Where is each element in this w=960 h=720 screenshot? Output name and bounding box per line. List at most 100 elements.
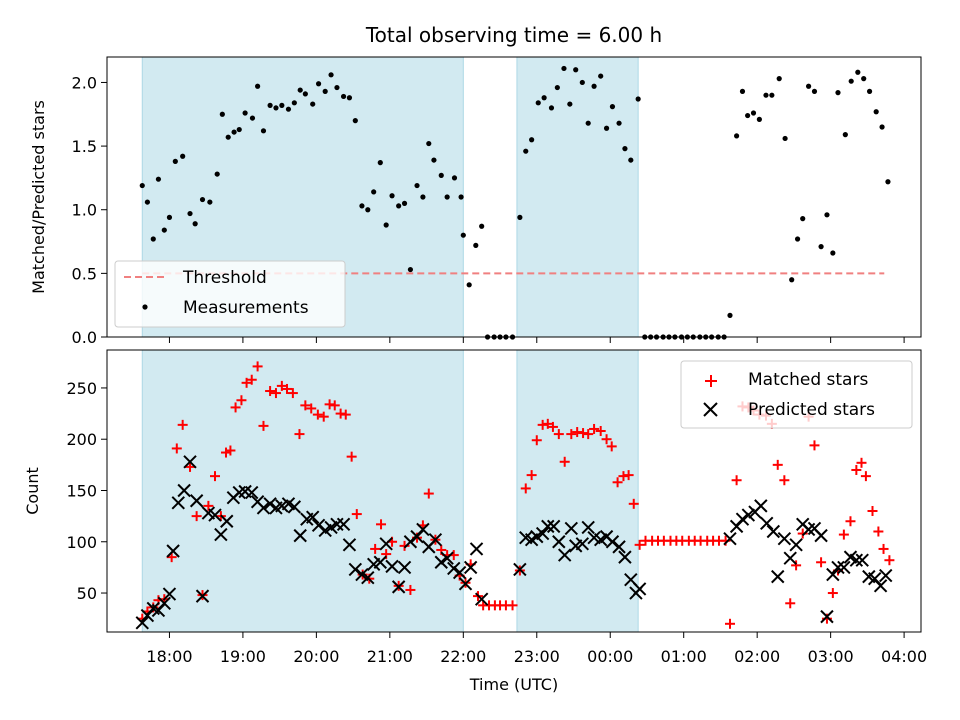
predicted-mark-b <box>557 548 572 562</box>
matched-star-point <box>628 498 639 509</box>
matched-star-point <box>572 427 583 438</box>
measurement-point <box>517 214 523 220</box>
predicted-mark-b <box>618 550 632 564</box>
matched-star-point <box>583 429 594 440</box>
predicted-mark-b <box>820 609 834 624</box>
predicted-star-point <box>831 560 845 575</box>
measurement-point <box>866 88 873 94</box>
matched-star-point <box>618 471 629 482</box>
predicted-star-point <box>612 540 626 554</box>
matched-star-point <box>252 361 263 372</box>
matched-star-point <box>589 423 600 434</box>
matched-star-point <box>300 400 311 411</box>
matched-star-point <box>399 540 410 551</box>
predicted-mark-b <box>281 497 296 511</box>
measurement-point <box>192 221 198 227</box>
matched-star-point <box>612 477 623 488</box>
x-tick-label: 22:00 <box>440 647 486 666</box>
matched-star-point <box>203 500 214 511</box>
predicted-mark-b <box>195 589 210 603</box>
matched-star-point <box>236 395 247 406</box>
predicted-mark-b <box>416 522 430 537</box>
matched-star-point <box>340 409 351 420</box>
y-tick-label: 150 <box>66 481 97 500</box>
measurement-point <box>451 175 458 181</box>
predicted-mark-b <box>245 485 259 500</box>
matched-star-point <box>324 399 335 410</box>
legend-predicted-swatch <box>703 402 718 417</box>
measurement-point <box>214 171 220 177</box>
measurement-point <box>458 194 464 200</box>
predicted-mark-b <box>535 526 550 541</box>
predicted-mark-b <box>541 519 555 534</box>
matched-star-point <box>845 516 856 527</box>
bottom-legend: Matched stars Predicted stars <box>680 360 913 429</box>
predicted-star-point <box>632 582 647 596</box>
measurement-point <box>824 212 830 218</box>
measurement-point <box>340 93 347 100</box>
matched-star-point <box>241 377 252 388</box>
predicted-star-point <box>195 589 210 603</box>
measurement-point <box>444 194 450 200</box>
predicted-star-point <box>513 562 527 577</box>
matched-star-point <box>785 598 796 609</box>
predicted-star-point <box>463 560 478 575</box>
predicted-mark-b <box>220 514 234 528</box>
predicted-mark-b <box>612 540 626 554</box>
matched-star-point <box>867 505 878 516</box>
measurement-point <box>603 125 610 131</box>
measurement-point <box>598 73 604 79</box>
measurement-point <box>573 67 579 73</box>
measurement-point <box>835 90 841 96</box>
predicted-star-point <box>189 494 204 508</box>
predicted-star-point <box>214 527 228 542</box>
measurement-point <box>231 129 237 135</box>
predicted-mark-b <box>385 559 399 574</box>
x-tick-label: 04:00 <box>881 647 927 666</box>
predicted-mark-b <box>177 483 191 498</box>
bottom-panel: 50 100 150 200 250 18:00 19:00 20:00 21:00 22:00… <box>23 349 927 694</box>
predicted-stars-points <box>135 455 893 630</box>
measurement-point <box>541 95 547 101</box>
matched-star-point <box>225 445 236 456</box>
measurement-point <box>315 81 322 87</box>
matched-star-point <box>772 459 783 470</box>
matched-star-point <box>856 457 867 468</box>
top-legend: Threshold Measurements <box>114 260 346 328</box>
predicted-star-point <box>873 579 888 593</box>
predicted-star-point <box>535 526 550 541</box>
x-tick-label: 00:00 <box>587 647 633 666</box>
measurement-point <box>756 116 762 122</box>
predicted-mark-b <box>624 572 638 587</box>
predicted-mark-b <box>452 565 467 580</box>
y-tick-label: 100 <box>66 533 97 552</box>
measurement-point <box>438 172 444 178</box>
top-legend-box <box>114 260 346 328</box>
predicted-mark-b <box>862 569 876 584</box>
legend-matched-swatch <box>705 375 717 387</box>
matched-star-point <box>246 374 257 385</box>
predicted-star-point <box>474 592 489 606</box>
matched-star-point <box>559 456 570 467</box>
predicted-star-point <box>723 531 737 546</box>
predicted-mark-b <box>873 579 888 593</box>
predicted-star-point <box>287 500 302 514</box>
predicted-star-point <box>760 516 774 531</box>
predicted-mark-b <box>855 553 869 567</box>
matched-star-point <box>873 526 884 537</box>
measurement-point <box>579 79 585 86</box>
measurement-point <box>242 110 248 116</box>
predicted-star-point <box>777 531 792 546</box>
matched-star-point <box>531 435 542 446</box>
measurement-point <box>285 106 292 112</box>
predicted-mark-b <box>397 560 412 575</box>
predicted-mark-b <box>189 494 204 508</box>
predicted-mark-b <box>826 567 840 582</box>
measurement-point <box>805 83 812 89</box>
predicted-mark-b <box>807 521 822 536</box>
predicted-star-point <box>814 528 828 543</box>
predicted-star-point <box>135 616 149 630</box>
y-tick-label: 1.0 <box>72 201 97 220</box>
measurement-point <box>389 193 395 199</box>
predicted-star-point <box>373 555 387 569</box>
